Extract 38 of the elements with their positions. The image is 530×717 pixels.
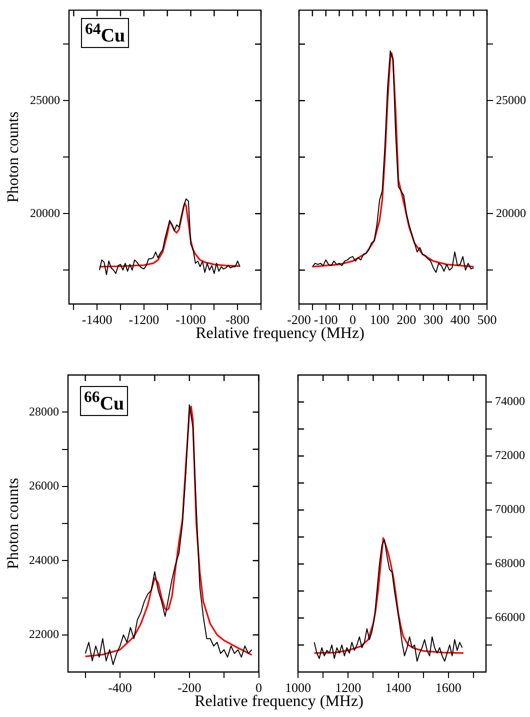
x-tick-label: 400 bbox=[450, 312, 470, 328]
x-tick-label: 1200 bbox=[335, 680, 362, 696]
y-tick-label: 20000 bbox=[30, 206, 60, 220]
y-tick-label: 25000 bbox=[30, 92, 60, 107]
annotation: $^{64}$Cu bbox=[81, 18, 130, 48]
y-tick-label: 72000 bbox=[495, 448, 525, 462]
y-tick-label: 74000 bbox=[495, 394, 525, 408]
x-tick-label: -1200 bbox=[128, 312, 160, 328]
y-axis-title: Photon counts bbox=[4, 112, 22, 203]
y-tick-label: 68000 bbox=[495, 556, 525, 570]
x-tick-label: -100 bbox=[314, 312, 338, 328]
x-tick-label: 1000 bbox=[285, 680, 311, 696]
x-tick-label: -200 bbox=[287, 312, 311, 328]
y-tick-label: 24000 bbox=[29, 552, 59, 567]
x-tick-label: 300 bbox=[424, 312, 444, 328]
y-tick-label: 28000 bbox=[29, 404, 59, 418]
y-tick-label: 22000 bbox=[29, 627, 59, 642]
x-tick-label: 100 bbox=[370, 312, 390, 328]
x-tick-label: 1600 bbox=[435, 680, 462, 696]
x-tick-label: -1000 bbox=[176, 312, 206, 328]
x-tick-label: -200 bbox=[177, 680, 202, 696]
x-tick-label: -400 bbox=[108, 680, 132, 696]
x-tick-label: -800 bbox=[226, 312, 250, 328]
y-tick-label: 20000 bbox=[496, 206, 526, 220]
annotation: $^{66}$Cu bbox=[80, 386, 128, 416]
x-axis-title: Relative frequency (MHz) bbox=[194, 693, 364, 710]
y-axis-title: Photon counts bbox=[4, 478, 22, 570]
x-tick-label: -1400 bbox=[82, 312, 112, 328]
y-tick-label: 66000 bbox=[495, 610, 525, 624]
x-tick-label: 1400 bbox=[385, 680, 412, 696]
x-axis-title: Relative frequency (MHz) bbox=[196, 325, 364, 342]
y-tick-label: 70000 bbox=[495, 502, 525, 516]
x-tick-label: 200 bbox=[396, 312, 416, 328]
x-tick-label: 0 bbox=[256, 680, 262, 696]
x-tick-label: 0 bbox=[349, 312, 356, 328]
y-tick-label: 25000 bbox=[496, 92, 526, 107]
x-tick-label: 500 bbox=[477, 312, 497, 328]
y-tick-label: 26000 bbox=[29, 478, 59, 493]
